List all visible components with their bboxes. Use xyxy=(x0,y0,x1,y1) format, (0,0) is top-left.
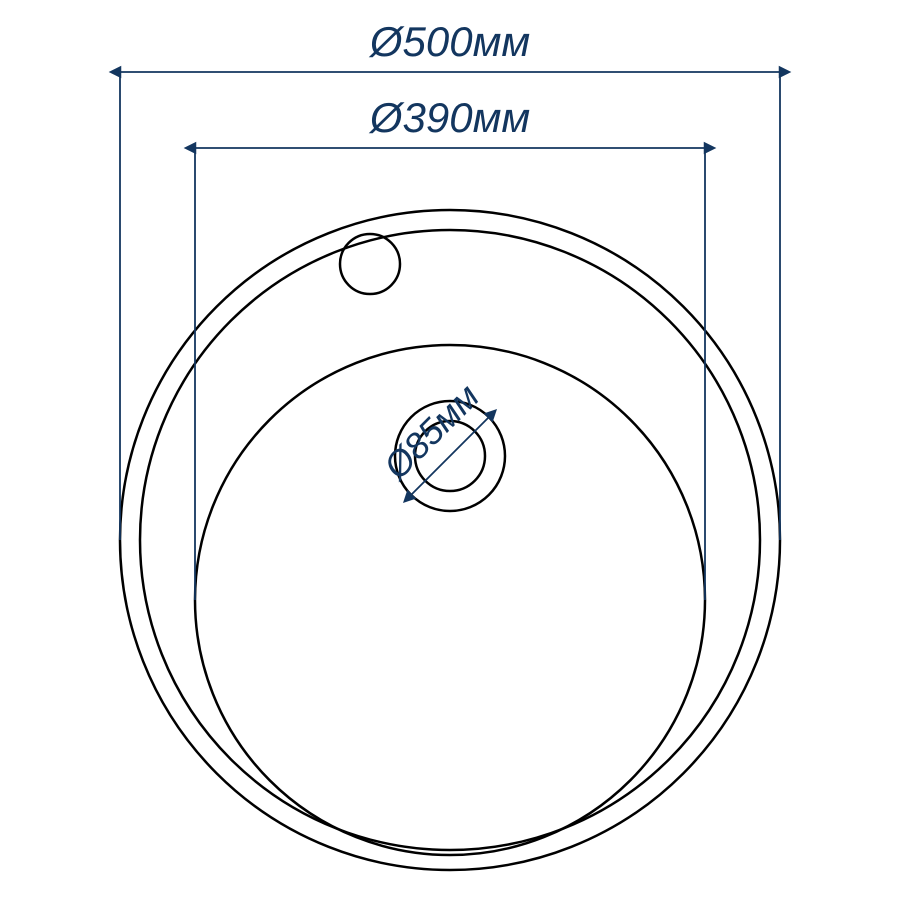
dimensions: Ø500мм Ø390мм Ø85мм xyxy=(120,18,780,600)
outer_inner-circle xyxy=(140,230,760,850)
dim-d500-label: Ø500мм xyxy=(368,18,530,65)
dim-d85-label: Ø85мм xyxy=(376,376,487,487)
sink-drawing xyxy=(120,210,780,870)
outer-circle xyxy=(120,210,780,870)
dim-d390-label: Ø390мм xyxy=(368,94,530,141)
dim-d390: Ø390мм xyxy=(195,94,705,600)
dim-d85: Ø85мм xyxy=(376,376,489,495)
tap_hole-circle xyxy=(340,234,400,294)
